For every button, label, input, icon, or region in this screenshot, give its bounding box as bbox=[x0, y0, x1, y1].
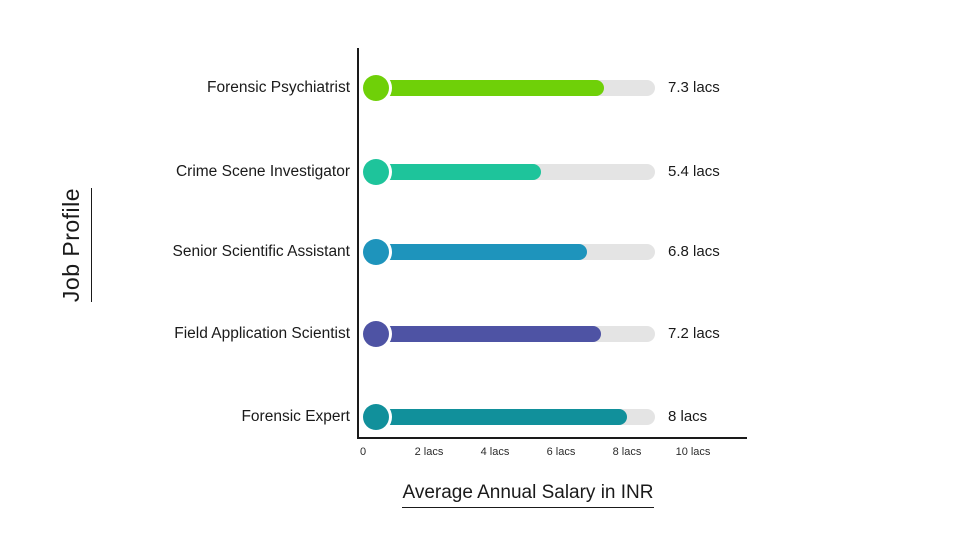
chart-row: Senior Scientific Assistant 6.8 lacs bbox=[0, 237, 960, 267]
x-axis-line bbox=[357, 437, 747, 439]
bar-dot bbox=[363, 239, 389, 265]
chart-row: Crime Scene Investigator 5.4 lacs bbox=[0, 157, 960, 187]
bar-plot-cell bbox=[363, 73, 693, 103]
x-axis-title: Average Annual Salary in INR bbox=[402, 482, 654, 508]
category-label: Crime Scene Investigator bbox=[175, 163, 350, 180]
value-label: 6.8 lacs bbox=[668, 243, 720, 260]
category-label: Forensic Psychiatrist bbox=[207, 79, 350, 96]
bar-plot-cell bbox=[363, 402, 693, 432]
bar-fill bbox=[371, 80, 604, 96]
value-label: 7.3 lacs bbox=[668, 79, 720, 96]
bar-fill bbox=[371, 164, 542, 180]
chart-row: Forensic Psychiatrist 7.3 lacs bbox=[0, 73, 960, 103]
category-label: Forensic Expert bbox=[241, 408, 350, 425]
chart-row: Forensic Expert 8 lacs bbox=[0, 402, 960, 432]
value-label: 7.2 lacs bbox=[668, 325, 720, 342]
bar-plot-cell bbox=[363, 237, 693, 267]
x-axis-ticks: 0 2 lacs 4 lacs 6 lacs 8 lacs 10 lacs bbox=[359, 446, 710, 460]
x-tick-label: 4 lacs bbox=[480, 446, 510, 458]
bar-fill bbox=[371, 244, 588, 260]
category-label: Senior Scientific Assistant bbox=[172, 243, 350, 260]
x-axis-title-wrap: Average Annual Salary in INR bbox=[363, 482, 693, 508]
chart-row: Field Application Scientist 7.2 lacs bbox=[0, 319, 960, 349]
value-label: 8 lacs bbox=[668, 408, 708, 425]
bar-plot-cell bbox=[363, 319, 693, 349]
bar-fill bbox=[371, 326, 601, 342]
x-tick-label: 2 lacs bbox=[414, 446, 444, 458]
bar-plot-cell bbox=[363, 157, 693, 187]
bar-dot bbox=[363, 404, 389, 430]
x-tick-label: 8 lacs bbox=[612, 446, 642, 458]
bar-dot bbox=[363, 321, 389, 347]
bar-dot bbox=[363, 159, 389, 185]
bar-fill bbox=[371, 409, 627, 425]
bar-dot bbox=[363, 75, 389, 101]
category-label: Field Application Scientist bbox=[174, 325, 350, 342]
y-axis-line bbox=[357, 48, 359, 438]
x-tick-label: 0 bbox=[359, 446, 367, 458]
x-tick-label: 6 lacs bbox=[546, 446, 576, 458]
value-label: 5.4 lacs bbox=[668, 163, 720, 180]
x-tick-label: 10 lacs bbox=[675, 446, 711, 458]
